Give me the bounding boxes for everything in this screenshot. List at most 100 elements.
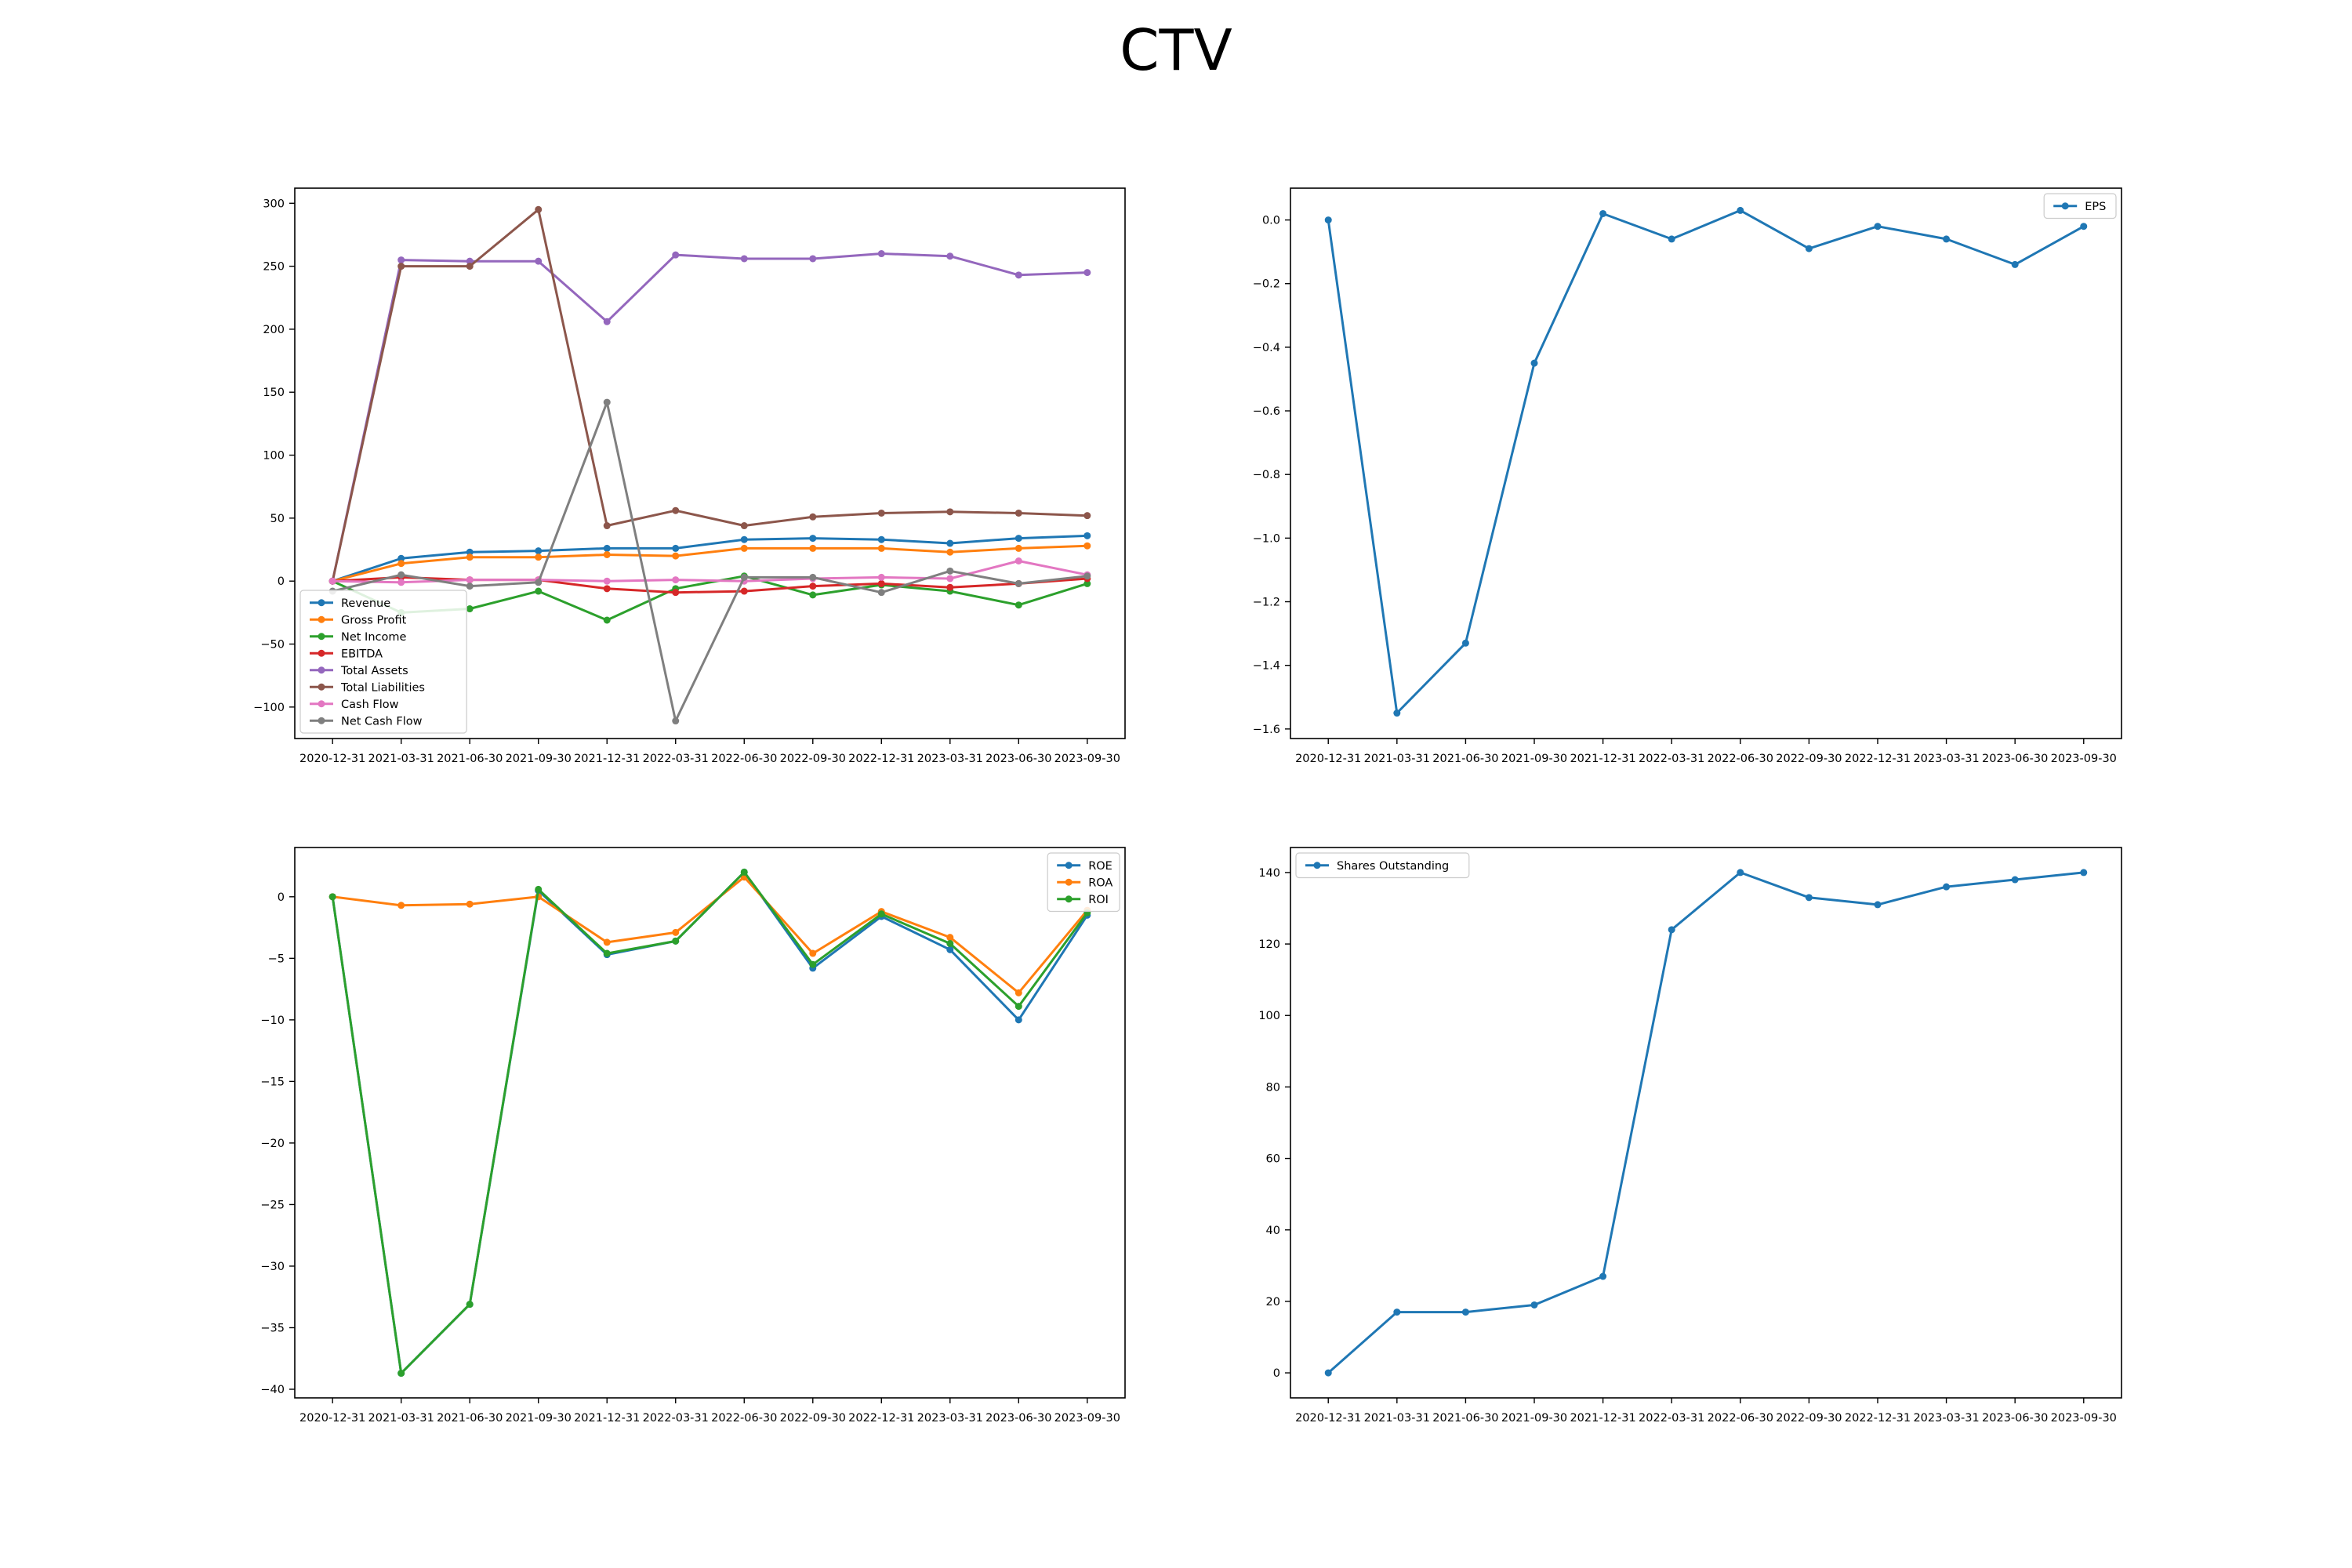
legend-marker (318, 666, 325, 674)
data-point-cash-flow (946, 575, 954, 583)
data-point-cash-flow (603, 577, 611, 585)
data-point-roi (672, 937, 680, 945)
y-tick-label: 150 (263, 387, 285, 399)
series-line-cash-flow (332, 560, 1088, 584)
x-tick-label: 2021-12-31 (1570, 1412, 1635, 1425)
x-tick-label: 2020-12-31 (1295, 1412, 1361, 1425)
y-tick-label: −1.0 (1253, 532, 1280, 545)
x-tick-label: 2022-09-30 (1776, 1412, 1842, 1425)
data-point-net-cash-flow (809, 573, 817, 581)
data-point-cash-flow (1014, 557, 1022, 564)
series-line-total-liabilities (331, 208, 1087, 582)
x-tick-label: 2021-03-31 (1364, 753, 1430, 765)
y-tick-label: 40 (1266, 1225, 1280, 1237)
x-tick-label: 2021-09-30 (506, 753, 572, 765)
legend: EPS (2043, 193, 2117, 220)
legend-label: Total Assets (340, 665, 408, 677)
y-tick-label: −40 (260, 1384, 285, 1396)
data-point-net-income (535, 587, 543, 595)
y-tick-label: 0 (278, 891, 285, 904)
data-point-roi (946, 939, 954, 947)
data-point-eps (1737, 206, 1744, 214)
data-point-roe (1014, 1016, 1022, 1024)
data-point-eps (1461, 639, 1469, 647)
legend-marker (318, 717, 325, 724)
legend-marker (2061, 202, 2069, 210)
data-point-net-income (1014, 601, 1022, 609)
data-point-total-liabilities (397, 263, 405, 270)
y-tick-label: −5 (268, 953, 285, 965)
x-tick-label: 2021-12-31 (574, 1412, 640, 1425)
data-point-revenue (466, 548, 474, 556)
legend-box (2043, 193, 2117, 220)
data-point-net-cash-flow (397, 571, 405, 579)
legend-label: ROI (1088, 894, 1109, 906)
data-point-net-cash-flow (672, 717, 680, 725)
x-tick-label: 2021-09-30 (1501, 753, 1567, 765)
series-line-roi (331, 870, 1089, 1375)
data-point-total-assets (740, 255, 748, 263)
y-tick-label: −25 (260, 1199, 285, 1211)
data-point-total-liabilities (603, 522, 611, 530)
data-point-net-income (603, 616, 611, 624)
x-tick-label: 2023-03-31 (917, 753, 983, 765)
data-point-revenue (603, 544, 611, 552)
data-point-total-assets (535, 257, 543, 265)
data-point-eps (2011, 260, 2019, 268)
data-point-total-liabilities (1083, 512, 1091, 520)
data-point-eps (1393, 710, 1401, 717)
y-tick-label: 0 (1273, 1367, 1280, 1380)
legend-box (299, 590, 467, 734)
y-tick-label: −0.8 (1253, 469, 1280, 481)
plot-frame (1290, 847, 2122, 1399)
data-point-net-income (466, 605, 474, 613)
data-point-revenue (1014, 535, 1022, 543)
y-tick-label: 100 (1258, 1010, 1280, 1022)
data-point-roa (397, 902, 405, 909)
x-tick-label: 2022-12-31 (1845, 753, 1911, 765)
data-point-roi (809, 960, 817, 968)
data-point-shares-outstanding (1324, 1369, 1332, 1377)
data-point-cash-flow (672, 576, 680, 584)
data-point-roa (946, 934, 954, 942)
data-point-ebitda (877, 579, 885, 587)
x-tick-label: 2022-06-30 (711, 753, 777, 765)
legend-marker (318, 599, 325, 607)
data-point-total-liabilities (1014, 509, 1022, 517)
series-line-shares-outstanding (1327, 871, 2084, 1374)
data-point-roa (809, 949, 817, 957)
y-tick-label: 140 (1258, 867, 1280, 880)
data-point-roi (328, 893, 336, 901)
x-tick-label: 2022-09-30 (780, 753, 846, 765)
x-tick-label: 2023-09-30 (1054, 753, 1120, 765)
figure-title: CTV (1120, 17, 1232, 83)
data-point-gross-profit (1014, 544, 1022, 552)
legend: Revenue Gross Profit Net Income EBITDA Total… (299, 590, 467, 734)
x-tick-label: 2023-06-30 (985, 1412, 1051, 1425)
y-tick-label: −1.4 (1253, 660, 1280, 673)
x-tick-label: 2023-09-30 (2051, 753, 2117, 765)
y-tick-label: 200 (263, 324, 285, 336)
data-point-eps (1530, 359, 1538, 367)
data-point-shares-outstanding (1530, 1301, 1538, 1308)
x-tick-label: 2022-09-30 (780, 1412, 846, 1425)
x-tick-label: 2020-12-31 (1295, 753, 1361, 765)
eps-panel: 2020-12-31 2021-03-31 2021-06-30 2021-09-30… (1253, 187, 2122, 765)
legend-marker (1065, 862, 1073, 869)
data-point-roi (740, 868, 748, 876)
data-point-shares-outstanding (1737, 869, 1744, 877)
data-point-total-assets (1014, 271, 1022, 279)
data-point-net-cash-flow (740, 573, 748, 581)
data-point-revenue (877, 535, 885, 543)
y-tick-label: 0 (278, 575, 285, 588)
data-point-roi (877, 910, 885, 918)
y-tick-label: 100 (263, 450, 285, 463)
y-tick-label: −1.2 (1253, 597, 1280, 609)
plot-frame (1290, 187, 2122, 739)
data-point-eps (2080, 223, 2088, 230)
data-point-net-cash-flow (603, 398, 611, 406)
legend-marker (318, 649, 325, 657)
y-tick-label: −0.4 (1253, 342, 1280, 354)
x-tick-label: 2023-03-31 (917, 1412, 983, 1425)
x-tick-label: 2021-12-31 (574, 753, 640, 765)
